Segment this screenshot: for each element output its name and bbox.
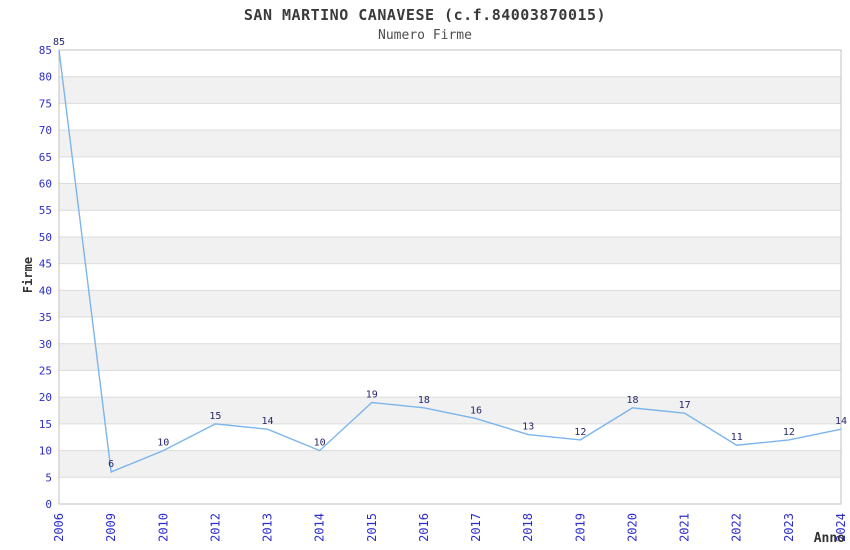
y-tick-label: 75 (39, 97, 52, 110)
plot-band (59, 183, 841, 211)
data-label: 17 (679, 400, 691, 411)
data-label: 18 (626, 395, 638, 406)
y-tick-label: 0 (45, 498, 52, 511)
y-tick-label: 15 (39, 418, 52, 431)
plot-band (59, 343, 841, 371)
x-tick-label: 2014 (313, 513, 327, 542)
data-label: 13 (522, 422, 534, 433)
x-tick-label: 2020 (625, 513, 639, 542)
x-tick-label: 2016 (417, 513, 431, 542)
data-label: 11 (731, 432, 743, 443)
data-label: 15 (209, 411, 221, 422)
y-tick-label: 35 (39, 311, 52, 324)
data-label: 14 (835, 416, 847, 427)
data-label: 10 (314, 438, 326, 449)
y-tick-label: 60 (39, 178, 52, 191)
y-tick-label: 40 (39, 284, 52, 297)
data-label: 85 (53, 37, 65, 48)
x-tick-label: 2024 (834, 513, 848, 542)
data-label: 12 (574, 427, 586, 438)
data-label: 10 (157, 438, 169, 449)
series-line (58, 49, 842, 473)
y-tick-label: 85 (39, 44, 52, 57)
plot-band (59, 130, 841, 157)
y-tick-label: 80 (39, 71, 52, 84)
y-axis-title: Firme (21, 256, 35, 294)
data-label: 12 (783, 427, 795, 438)
y-tick-label: 5 (45, 471, 52, 484)
y-tick-label: 20 (39, 391, 52, 404)
x-tick-label: 2019 (573, 513, 587, 542)
plot-band (59, 76, 841, 104)
x-tick-label: 2013 (261, 513, 275, 542)
data-label: 6 (108, 459, 114, 470)
y-tick-label: 25 (39, 364, 52, 377)
x-tick-label: 2017 (469, 513, 483, 542)
data-label: 18 (418, 395, 430, 406)
plot-band (59, 397, 841, 424)
x-tick-label: 2012 (208, 513, 222, 542)
data-label: 14 (262, 416, 274, 427)
y-tick-label: 70 (39, 124, 52, 137)
x-axis-title: Anno (813, 531, 845, 546)
x-tick-label: 2015 (365, 513, 379, 542)
plot-band (59, 236, 841, 264)
y-tick-label: 10 (39, 445, 52, 458)
x-tick-label: 2023 (782, 513, 796, 542)
x-tick-label: 2006 (52, 513, 66, 542)
y-tick-label: 30 (39, 338, 52, 351)
chart-subtitle: Numero Firme (378, 28, 472, 43)
plot-border (58, 49, 842, 505)
x-tick-label: 2010 (156, 513, 170, 542)
y-tick-label: 50 (39, 231, 52, 244)
y-tick-label: 55 (39, 204, 52, 217)
plot-band (59, 450, 841, 478)
x-tick-label: 2022 (730, 513, 744, 542)
x-tick-label: 2021 (678, 513, 692, 542)
chart-title: SAN MARTINO CANAVESE (c.f.84003870015) (243, 6, 607, 24)
y-tick-label: 45 (39, 258, 52, 271)
x-tick-label: 2009 (104, 513, 118, 542)
x-tick-label: 2018 (521, 513, 535, 542)
plot-band (59, 290, 841, 318)
data-label: 19 (366, 390, 378, 401)
y-tick-label: 65 (39, 151, 52, 164)
data-label: 16 (470, 406, 482, 417)
